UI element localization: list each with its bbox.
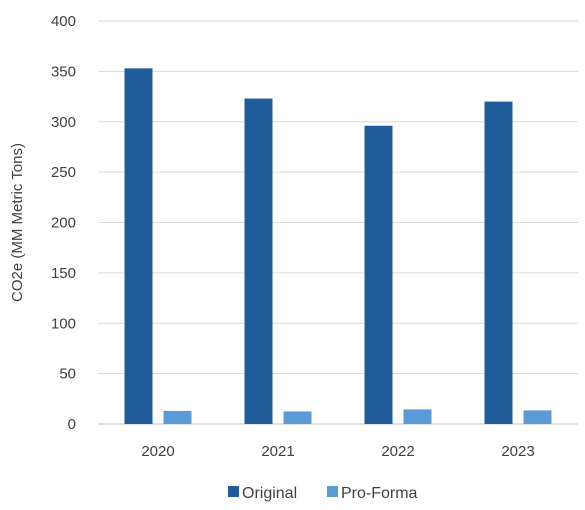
y-tick-label: 200: [51, 215, 76, 232]
y-tick-labels: 0 50 100 150 200 250 300 350 400: [51, 13, 76, 433]
bars: [124, 68, 552, 424]
y-tick-label: 50: [59, 366, 76, 383]
y-tick-label: 350: [51, 63, 76, 80]
y-tick-label: 100: [51, 315, 76, 332]
x-tick-label: 2021: [261, 443, 294, 460]
bar-original-2021: [244, 98, 273, 424]
x-tick-labels: 2020 2021 2022 2023: [141, 443, 534, 460]
y-tick-label: 300: [51, 114, 76, 131]
y-tick-label: 150: [51, 265, 76, 282]
bar-pro-forma-2023: [523, 410, 552, 424]
y-tick-label: 250: [51, 164, 76, 181]
legend-swatch-original: [228, 486, 239, 497]
bar-original-2022: [364, 125, 393, 424]
y-axis-title: CO2e (MM Metric Tons): [9, 143, 26, 302]
legend-label-pro-forma: Pro-Forma: [341, 485, 418, 502]
x-tick-label: 2023: [501, 443, 534, 460]
x-tick-label: 2020: [141, 443, 174, 460]
legend-label-original: Original: [242, 485, 297, 502]
legend-swatch-pro-forma: [327, 486, 338, 497]
y-tick-label: 0: [68, 416, 76, 433]
legend: Original Pro-Forma: [228, 485, 418, 502]
bar-original-2023: [484, 101, 513, 424]
gridlines: [98, 20, 578, 425]
y-tick-label: 400: [51, 13, 76, 30]
x-tick-label: 2022: [381, 443, 414, 460]
bar-pro-forma-2020: [163, 410, 192, 424]
bar-pro-forma-2022: [403, 409, 432, 424]
bar-pro-forma-2021: [283, 411, 312, 424]
bar-original-2020: [124, 68, 153, 424]
